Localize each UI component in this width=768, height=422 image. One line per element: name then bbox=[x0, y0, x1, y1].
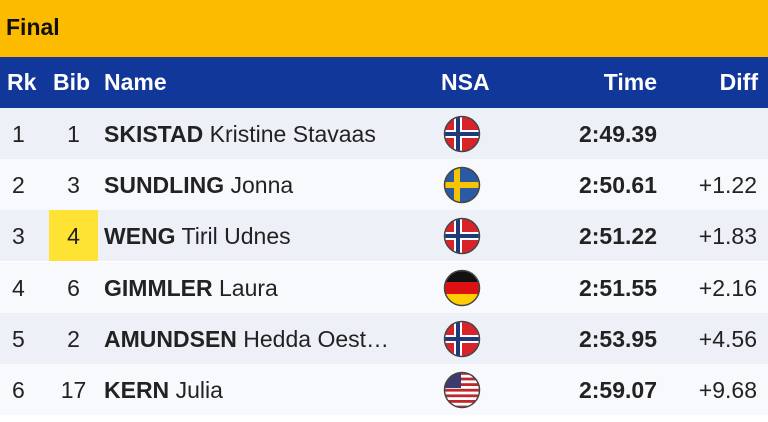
surname: SKISTAD bbox=[104, 121, 204, 147]
diff: +1.22 bbox=[698, 172, 757, 199]
bib: 3 bbox=[67, 172, 80, 199]
column-label[interactable]: Rk bbox=[7, 69, 37, 95]
flag bbox=[443, 217, 481, 255]
flag bbox=[443, 371, 481, 409]
diff: +4.56 bbox=[698, 325, 757, 352]
rank: 6 bbox=[12, 377, 25, 403]
time: 2:49.39 bbox=[578, 121, 657, 147]
column-label[interactable]: Diff bbox=[719, 69, 758, 95]
result-row[interactable]: 2 3 SUNDLING Jonna 2:50.61 +1.22 bbox=[0, 159, 768, 211]
surname: GIMMLER bbox=[104, 274, 213, 301]
given-name: Kristine Stavaas bbox=[209, 121, 376, 147]
rank: 3 bbox=[12, 223, 25, 250]
time: 2:53.95 bbox=[578, 325, 657, 352]
given-name: Jonna bbox=[230, 172, 294, 199]
result-row[interactable]: 5 2 AMUNDSEN Hedda Oest… 2:53.95 +4.56 bbox=[0, 312, 768, 364]
given-name: Hedda Oest… bbox=[243, 325, 390, 352]
rank: 5 bbox=[12, 325, 25, 352]
athlete-name[interactable]: KERN Julia bbox=[104, 377, 223, 404]
athlete-name[interactable]: WENG Tiril Udnes bbox=[104, 223, 291, 250]
surname: SUNDLING bbox=[104, 172, 225, 199]
column-label[interactable]: Bib bbox=[53, 69, 91, 95]
result-row[interactable]: 4 6 GIMMLER Laura 2:51.55 +2.16 bbox=[0, 261, 768, 313]
column-header: Rk Bib Name NSA Time Diff bbox=[0, 57, 768, 108]
time: 2:51.55 bbox=[578, 274, 657, 301]
time: 2:51.22 bbox=[578, 223, 657, 250]
result-row[interactable]: 1 1 SKISTAD Kristine Stavaas 2:49.39 bbox=[0, 108, 768, 159]
bib: 1 bbox=[67, 121, 80, 147]
bib-highlight bbox=[49, 210, 98, 262]
column-label[interactable]: NSA bbox=[441, 69, 490, 95]
surname: WENG bbox=[104, 223, 176, 250]
given-name: Laura bbox=[219, 274, 278, 301]
column-label[interactable]: Name bbox=[104, 69, 167, 95]
given-name: Julia bbox=[175, 377, 223, 403]
bib: 6 bbox=[67, 274, 80, 301]
flag bbox=[443, 320, 481, 358]
column-label[interactable]: Time bbox=[603, 69, 657, 95]
surname: AMUNDSEN bbox=[104, 325, 237, 352]
bib: 4 bbox=[67, 223, 80, 250]
athlete-name[interactable]: SUNDLING Jonna bbox=[104, 172, 293, 199]
bib: 17 bbox=[60, 377, 87, 403]
athlete-name[interactable]: SKISTAD Kristine Stavaas bbox=[104, 121, 376, 148]
flag bbox=[443, 269, 481, 307]
given-name: Tiril Udnes bbox=[181, 223, 291, 250]
bib: 2 bbox=[67, 325, 80, 352]
diff: +2.16 bbox=[698, 274, 757, 301]
result-row[interactable]: 3 4 WENG Tiril Udnes 2:51.22 +1.83 bbox=[0, 210, 768, 262]
title: Final bbox=[6, 14, 60, 40]
diff: +9.68 bbox=[698, 377, 757, 403]
time: 2:50.61 bbox=[578, 172, 657, 199]
rank: 1 bbox=[12, 121, 25, 147]
athlete-name[interactable]: AMUNDSEN Hedda Oest… bbox=[104, 326, 389, 353]
time: 2:59.07 bbox=[578, 377, 657, 403]
surname: KERN bbox=[104, 377, 170, 403]
result-row[interactable]: 6 17 KERN Julia 2:59.07 +9.68 bbox=[0, 364, 768, 415]
rank: 4 bbox=[12, 274, 25, 301]
title-bar: Final bbox=[0, 0, 768, 57]
rank: 2 bbox=[12, 172, 25, 199]
diff: +1.83 bbox=[698, 223, 757, 250]
flag bbox=[443, 166, 481, 204]
flag bbox=[443, 115, 481, 153]
athlete-name[interactable]: GIMMLER Laura bbox=[104, 275, 278, 302]
